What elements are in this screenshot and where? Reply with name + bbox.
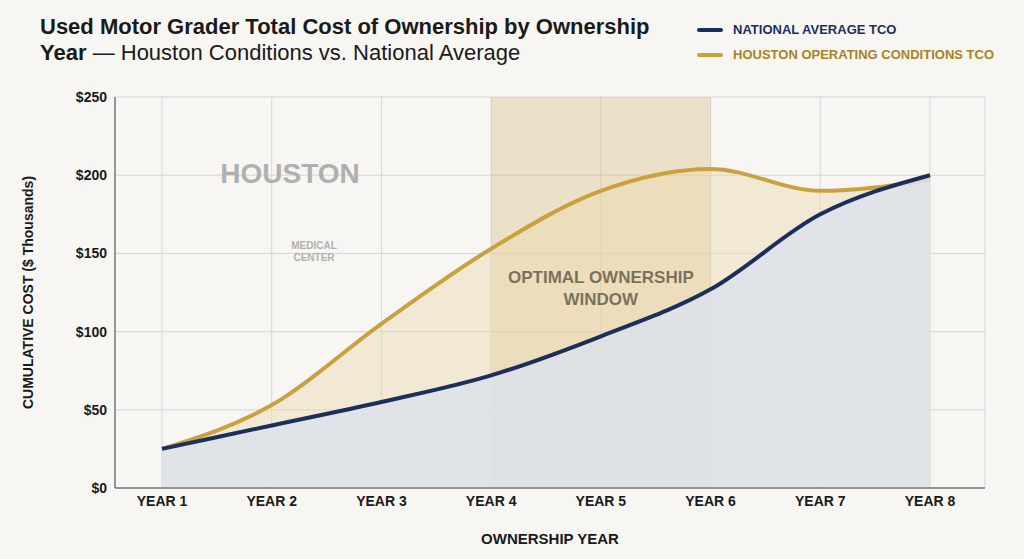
svg-text:CUMULATIVE COST ($ Thousands): CUMULATIVE COST ($ Thousands) (20, 176, 36, 409)
html-text:MEDICAL CENTER: MEDICAL CENTER (291, 240, 337, 263)
svg-text:$0: $0 (91, 480, 107, 496)
html-text:WINDOW: WINDOW (563, 289, 639, 309)
html-text:Used Motor Grader Total Cost o: Used Motor Grader Total Cost of Ownershi… (40, 14, 650, 66)
svg-text:YEAR 1: YEAR 1 (137, 493, 188, 509)
html-text:HOUSTON: HOUSTON (220, 158, 360, 189)
html-text:HOUSTON OPERATING CONDITIONS T: HOUSTON OPERATING CONDITIONS TCO (733, 47, 994, 62)
svg-text:$200: $200 (76, 167, 107, 183)
svg-text:YEAR 6: YEAR 6 (685, 493, 736, 509)
svg-text:YEAR 7: YEAR 7 (795, 493, 846, 509)
svg-text:OWNERSHIP YEAR: OWNERSHIP YEAR (481, 530, 619, 547)
svg-text:$50: $50 (84, 402, 108, 418)
svg-text:$250: $250 (76, 90, 107, 105)
svg-text:$150: $150 (76, 245, 107, 261)
svg-text:YEAR 2: YEAR 2 (246, 493, 297, 509)
svg-text:YEAR 4: YEAR 4 (466, 493, 517, 509)
svg-text:YEAR 3: YEAR 3 (356, 493, 407, 509)
html-text:NATIONAL AVERAGE TCO: NATIONAL AVERAGE TCO (733, 22, 897, 37)
svg-text:YEAR 8: YEAR 8 (905, 493, 956, 509)
svg-text:YEAR 5: YEAR 5 (576, 493, 627, 509)
svg-text:$100: $100 (76, 324, 107, 340)
html-text:OPTIMAL OWNERSHIP: OPTIMAL OWNERSHIP (508, 267, 694, 287)
